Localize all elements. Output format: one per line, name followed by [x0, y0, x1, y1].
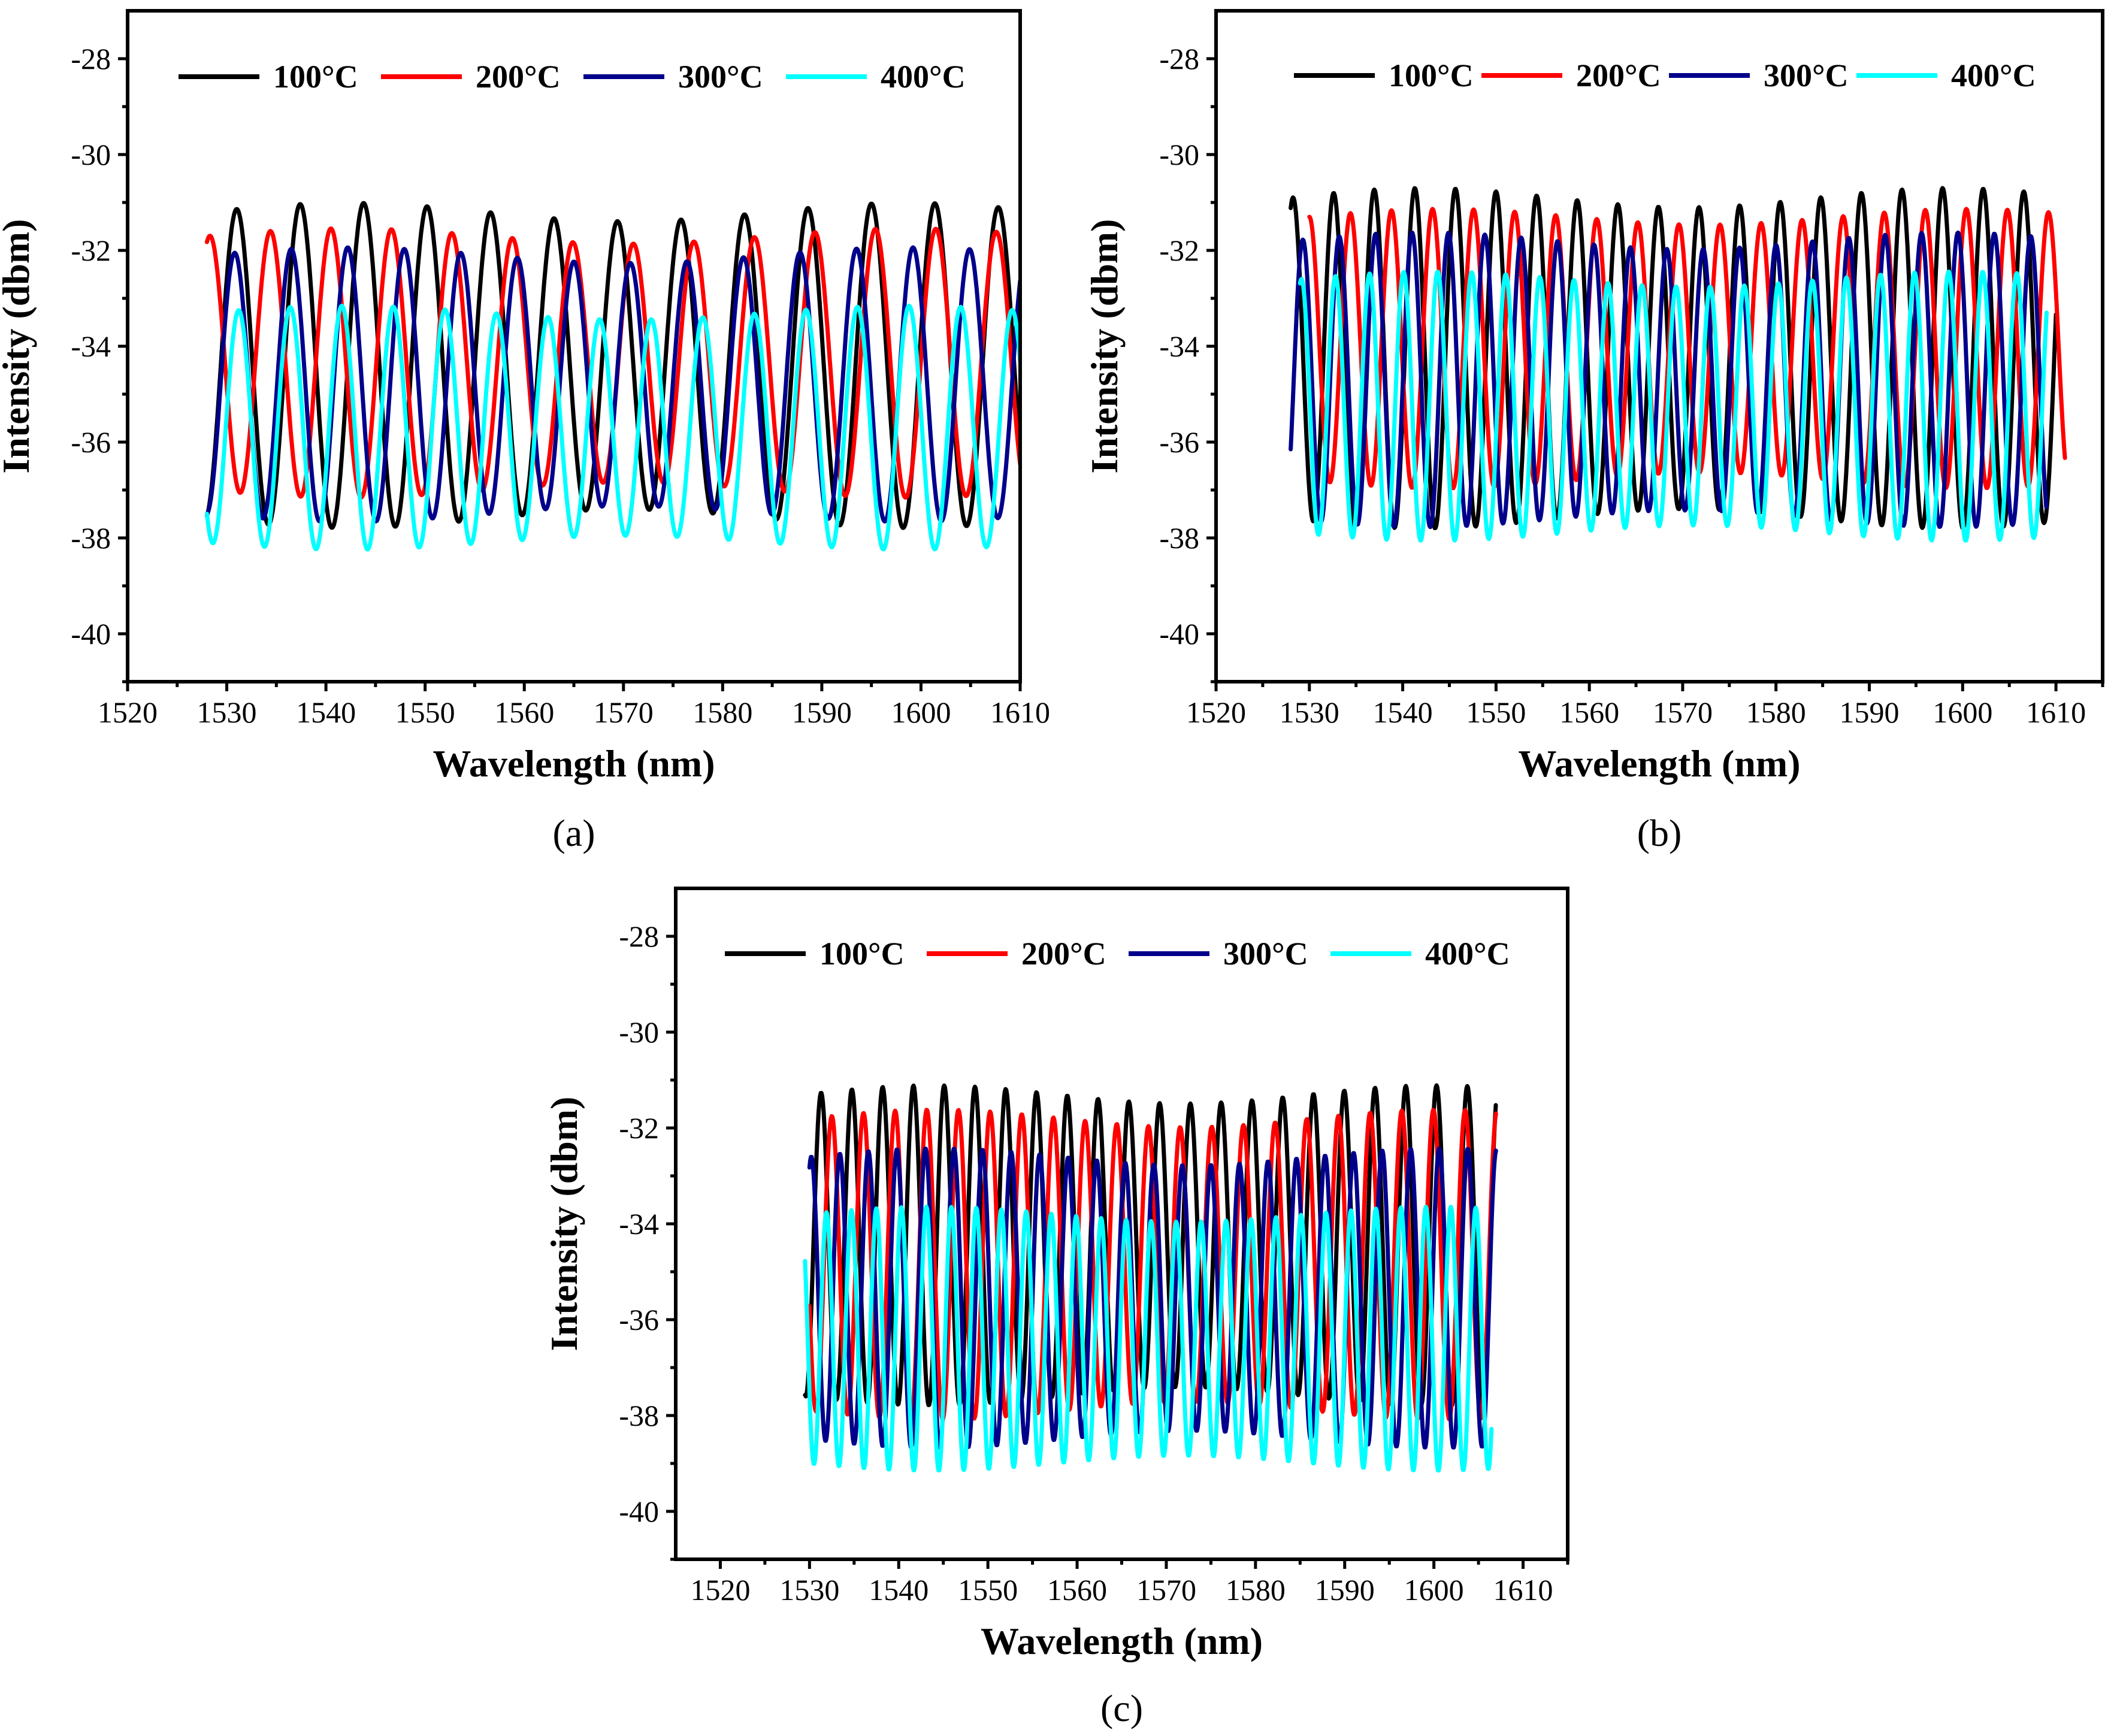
- x-tick-label: 1590: [1315, 1573, 1375, 1607]
- y-tick-label: -38: [1159, 521, 1199, 555]
- legend-label: 400°C: [881, 59, 966, 95]
- y-axis-title: Intensity (dbm): [0, 219, 37, 474]
- y-tick-label: -34: [619, 1207, 659, 1241]
- x-tick-label: 1610: [2026, 695, 2086, 729]
- y-tick-label: -30: [619, 1015, 659, 1049]
- legend-label: 100°C: [819, 936, 905, 972]
- legend-label: 300°C: [1223, 936, 1308, 972]
- y-tick-label: -40: [71, 617, 111, 651]
- chart-panel-b: 1520 1530 1540 1550 1560 1570 1580 1590 1600 1610…: [1083, 9, 2104, 854]
- y-tick-label: -34: [1159, 329, 1199, 363]
- y-tick-label: -28: [1159, 42, 1199, 75]
- series-lines: [1289, 186, 2067, 543]
- x-tick-label: 1600: [891, 695, 951, 729]
- x-tick-label: 1600: [1933, 695, 1992, 729]
- series-line-300c: [807, 1147, 1498, 1450]
- x-tick-label: 1520: [1186, 695, 1246, 729]
- chart-panel-c: 1520 1530 1540 1550 1560 1570 1580 1590 1600 1610…: [543, 887, 1569, 1729]
- y-tick-label: -40: [619, 1495, 659, 1528]
- series-line-400c: [803, 1205, 1494, 1473]
- x-tick-label: 1540: [1373, 695, 1433, 729]
- x-tick-label: 1600: [1404, 1573, 1464, 1607]
- x-tick-label: 1610: [1493, 1573, 1553, 1607]
- legend: 100°C 200°C 300°C 400°C: [725, 936, 1510, 972]
- y-tick-label: -38: [71, 521, 111, 555]
- y-tick-label: -32: [1159, 234, 1199, 267]
- y-tick-label: -32: [619, 1111, 659, 1145]
- y-tick-label: -28: [71, 42, 111, 75]
- x-tick-label: 1570: [1136, 1573, 1196, 1607]
- y-axis-title: Intensity (dbm): [543, 1097, 585, 1351]
- panel-label: (c): [1100, 1687, 1143, 1729]
- x-axis-title: Wavelength (nm): [433, 742, 715, 785]
- legend-label: 200°C: [1021, 936, 1106, 972]
- x-tick-label: 1530: [1280, 695, 1339, 729]
- legend-label: 300°C: [1764, 58, 1849, 93]
- x-tick-label: 1560: [494, 695, 554, 729]
- x-tick-label: 1610: [990, 695, 1050, 729]
- x-tick-label: 1540: [869, 1573, 929, 1607]
- chart-panel-a: 1520 1530 1540 1550 1560 1570 1580 1590 1600 1610…: [0, 9, 1050, 854]
- x-tick-label: 1530: [197, 695, 257, 729]
- x-tick-label: 1570: [1653, 695, 1713, 729]
- y-tick-label: -28: [619, 920, 659, 953]
- y-tick-label: -30: [1159, 138, 1199, 171]
- series-line-300c: [1289, 230, 2049, 530]
- y-tick-label: -36: [619, 1303, 659, 1336]
- x-tick-label: 1560: [1047, 1573, 1107, 1607]
- x-tick-label: 1520: [690, 1573, 750, 1607]
- y-tick-label: -30: [71, 138, 111, 171]
- y-tick-label: -36: [71, 425, 111, 459]
- panel-label: (b): [1637, 812, 1682, 854]
- x-axis-title: Wavelength (nm): [981, 1620, 1263, 1662]
- series-lines: [204, 201, 1020, 552]
- y-tick-label: -34: [71, 329, 111, 363]
- legend-label: 100°C: [1389, 58, 1474, 93]
- legend-label: 400°C: [1951, 58, 2036, 93]
- series-line-100c: [204, 201, 1020, 530]
- x-tick-label: 1580: [1226, 1573, 1286, 1607]
- x-tick-label: 1580: [692, 695, 752, 729]
- legend: 100°C 200°C 300°C 400°C: [1294, 58, 2036, 93]
- x-tick-label: 1540: [296, 695, 356, 729]
- legend: 100°C 200°C 300°C 400°C: [179, 59, 966, 95]
- y-axis-title: Intensity (dbm): [1083, 219, 1126, 474]
- y-tick-label: -38: [619, 1399, 659, 1432]
- x-tick-label: 1580: [1746, 695, 1806, 729]
- y-tick-label: -36: [1159, 425, 1199, 459]
- legend-label: 100°C: [273, 59, 358, 95]
- legend-label: 200°C: [476, 59, 561, 95]
- series-line-100c: [1289, 186, 2058, 531]
- x-tick-label: 1550: [395, 695, 455, 729]
- x-tick-label: 1520: [98, 695, 158, 729]
- y-tick-label: -40: [1159, 617, 1199, 651]
- legend-label: 300°C: [678, 59, 763, 95]
- x-tick-label: 1590: [792, 695, 852, 729]
- x-tick-label: 1570: [594, 695, 654, 729]
- x-tick-label: 1550: [1466, 695, 1526, 729]
- legend-label: 400°C: [1425, 936, 1510, 972]
- panel-label: (a): [552, 812, 595, 854]
- x-tick-label: 1550: [958, 1573, 1018, 1607]
- series-line-400c: [1298, 270, 2049, 543]
- legend-label: 200°C: [1576, 58, 1661, 93]
- x-tick-label: 1560: [1559, 695, 1619, 729]
- series-lines: [803, 1083, 1498, 1473]
- x-axis-title: Wavelength (nm): [1518, 742, 1800, 785]
- y-tick-label: -32: [71, 234, 111, 267]
- x-tick-label: 1530: [779, 1573, 839, 1607]
- x-tick-label: 1590: [1840, 695, 1900, 729]
- series-line-400c: [204, 304, 1020, 552]
